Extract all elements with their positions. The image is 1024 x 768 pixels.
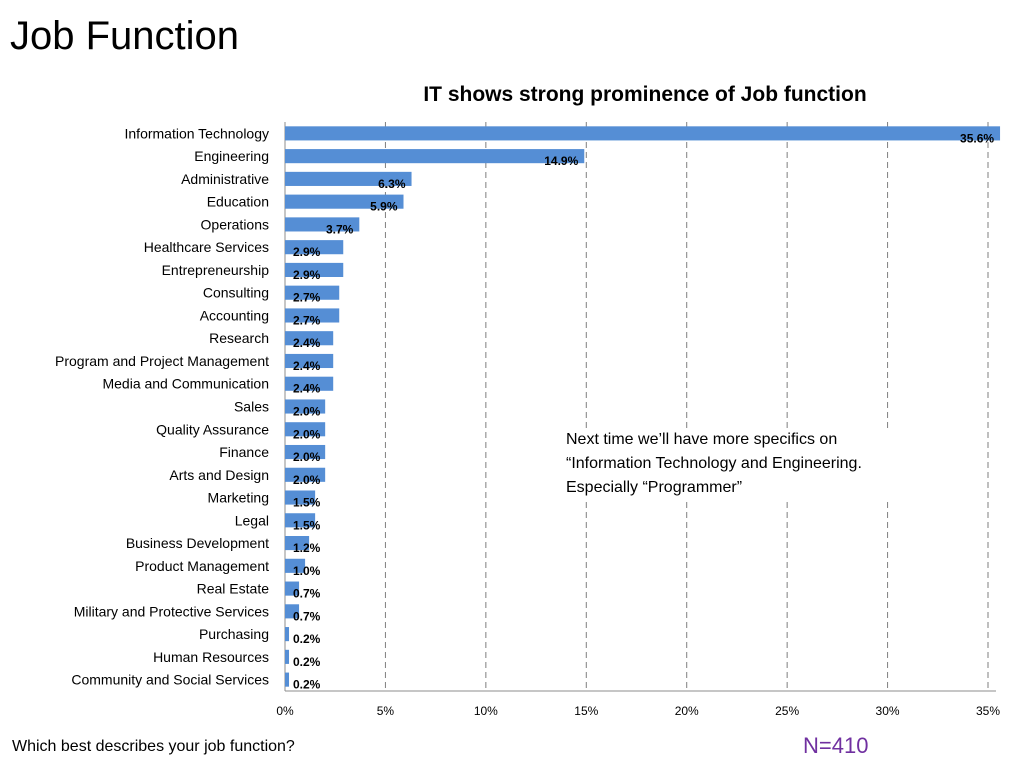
chart-title: IT shows strong prominence of Job functi… — [423, 83, 867, 106]
bar — [285, 604, 300, 619]
bar — [285, 444, 326, 460]
sample-size: N=410 — [803, 733, 869, 758]
category-label: Education — [207, 194, 269, 210]
category-label: Sales — [234, 399, 269, 415]
value-label: 14.9% — [544, 154, 578, 168]
value-label: 35.6% — [960, 131, 994, 145]
value-label: 0.7% — [293, 587, 321, 601]
category-label: Administrative — [181, 171, 269, 187]
category-label: Real Estate — [197, 581, 270, 597]
bar — [285, 581, 300, 596]
category-label: Operations — [201, 216, 269, 232]
bar — [285, 422, 326, 437]
value-label: 2.4% — [293, 382, 321, 396]
value-label: 2.0% — [293, 450, 321, 464]
value-label: 2.7% — [293, 313, 321, 327]
survey-question: Which best describes your job function? — [12, 738, 295, 755]
category-label: Legal — [235, 512, 269, 528]
category-label: Entrepreneurship — [162, 262, 270, 278]
value-label: 1.0% — [293, 564, 321, 578]
category-label: Military and Protective Services — [74, 603, 269, 619]
value-label: 2.9% — [293, 268, 321, 282]
annotation-note: Next time we’ll have more specifics on “… — [560, 428, 952, 500]
x-tick-labels: 0% 5% 10% 15% 20% 25% 30% 35% — [276, 704, 1000, 718]
value-label: 2.0% — [293, 473, 321, 487]
bar — [285, 194, 404, 209]
category-label: Program and Project Management — [55, 353, 269, 369]
category-label: Information Technology — [125, 125, 270, 141]
category-label: Finance — [219, 444, 269, 460]
bar — [285, 217, 360, 232]
value-label: 0.2% — [293, 655, 321, 669]
category-label: Purchasing — [199, 626, 269, 642]
bar — [285, 262, 344, 277]
bar — [285, 536, 310, 551]
bar — [285, 285, 340, 300]
value-label: 2.7% — [293, 291, 321, 305]
value-label: 6.3% — [378, 177, 406, 191]
x-tick-label: 25% — [775, 704, 799, 718]
bar — [285, 126, 1001, 141]
note-line: “Information Technology and Engineering. — [566, 455, 862, 472]
category-label: Media and Communication — [102, 376, 269, 392]
grid-lines — [384, 122, 989, 691]
slide-title: Job Function — [10, 14, 240, 58]
category-label: Research — [209, 330, 269, 346]
value-label: 1.5% — [293, 518, 321, 532]
value-label: 3.7% — [326, 222, 354, 236]
bar — [285, 513, 316, 528]
category-label: Healthcare Services — [144, 239, 269, 255]
bar — [285, 353, 334, 369]
value-label: 2.4% — [293, 336, 321, 350]
value-label: 2.0% — [293, 405, 321, 419]
category-label: Marketing — [208, 490, 269, 506]
bar — [285, 171, 412, 186]
x-tick-label: 5% — [377, 704, 395, 718]
x-tick-label: 35% — [976, 704, 1000, 718]
value-label: 2.0% — [293, 427, 321, 441]
bar — [285, 240, 344, 255]
value-label: 2.4% — [293, 359, 321, 373]
note-line: Next time we’ll have more specifics on — [566, 431, 838, 448]
category-label: Human Resources — [153, 649, 269, 665]
bar — [285, 649, 290, 664]
bar — [285, 376, 334, 391]
value-label: 1.5% — [293, 496, 321, 510]
value-label: 1.2% — [293, 541, 321, 555]
category-labels: Information Technology Engineering Adminis… — [55, 125, 269, 687]
category-label: Product Management — [135, 558, 269, 574]
bar — [285, 308, 340, 323]
bar-chart: Information Technology Engineering Adminis… — [55, 122, 1001, 718]
x-tick-label: 15% — [574, 704, 598, 718]
value-label: 5.9% — [370, 200, 398, 214]
category-label: Business Development — [126, 535, 269, 551]
value-label: 0.7% — [293, 609, 321, 623]
bar — [285, 467, 326, 482]
value-label: 0.2% — [293, 632, 321, 646]
value-label: 0.2% — [293, 678, 321, 692]
x-tick-label: 30% — [876, 704, 900, 718]
value-label: 2.9% — [293, 245, 321, 259]
bar — [285, 399, 326, 414]
category-label: Quality Assurance — [156, 421, 269, 437]
bar — [285, 627, 290, 642]
bar — [285, 558, 306, 573]
category-label: Accounting — [200, 307, 269, 323]
category-label: Arts and Design — [169, 467, 269, 483]
bar — [285, 331, 334, 346]
bars — [285, 126, 1001, 687]
x-tick-label: 20% — [675, 704, 699, 718]
note-line: Especially “Programmer” — [566, 479, 743, 496]
x-tick-label: 10% — [474, 704, 498, 718]
category-label: Community and Social Services — [71, 672, 269, 688]
bar — [285, 672, 290, 687]
category-label: Consulting — [203, 285, 269, 301]
bar — [285, 149, 585, 164]
bar — [285, 490, 316, 505]
category-label: Engineering — [194, 148, 269, 164]
x-tick-label: 0% — [276, 704, 294, 718]
value-labels: 35.6% 14.9% 6.3% 5.9% 3.7% 2.9% 2.9% 2.7% 2.7% 2.… — [293, 131, 994, 691]
